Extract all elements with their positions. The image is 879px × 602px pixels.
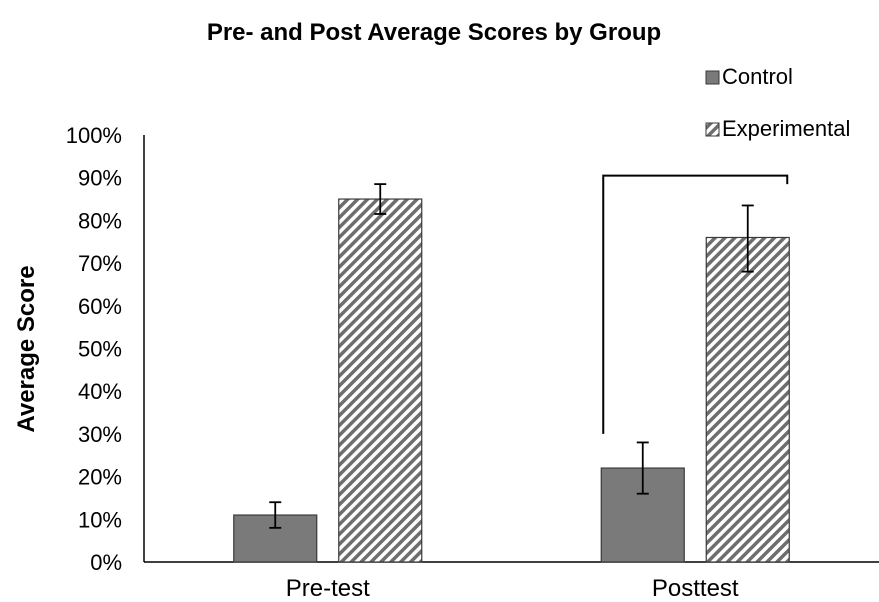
bar-experimental-posttest [705,236,790,563]
x-category-label: Posttest [652,575,739,602]
y-tick-label: 70% [78,251,122,276]
x-axis-categories: Pre-test Posttest [286,575,739,602]
significance-bracket-line [602,174,789,434]
legend-label-control: Control [722,64,793,89]
chart-title: Pre- and Post Average Scores by Group [207,19,661,46]
y-tick-label: 50% [78,337,122,362]
y-tick-label: 80% [78,208,122,233]
y-tick-label: 10% [78,507,122,532]
y-tick-label: 40% [78,379,122,404]
bar-experimental-pre-test [338,198,423,563]
legend-label-experimental: Experimental [722,116,850,141]
significance-bracket [602,174,789,434]
y-tick-label: 20% [78,465,122,490]
y-tick-label: 60% [78,294,122,319]
x-category-label: Pre-test [286,575,370,602]
y-tick-label: 90% [78,166,122,191]
error-bars [269,183,754,529]
y-axis-ticks: 0% 10% 20% 30% 40% 50% 60% 70% 80% 90% 100% [66,123,122,575]
bars [233,198,790,563]
y-tick-label: 100% [66,123,122,148]
legend-swatch-control [705,70,720,85]
y-tick-label: 0% [90,550,122,575]
y-tick-label: 30% [78,422,122,447]
legend: Control Experimental [705,64,850,141]
y-axis-label: Average Score [13,265,40,432]
legend-swatch-experimental [705,122,720,137]
